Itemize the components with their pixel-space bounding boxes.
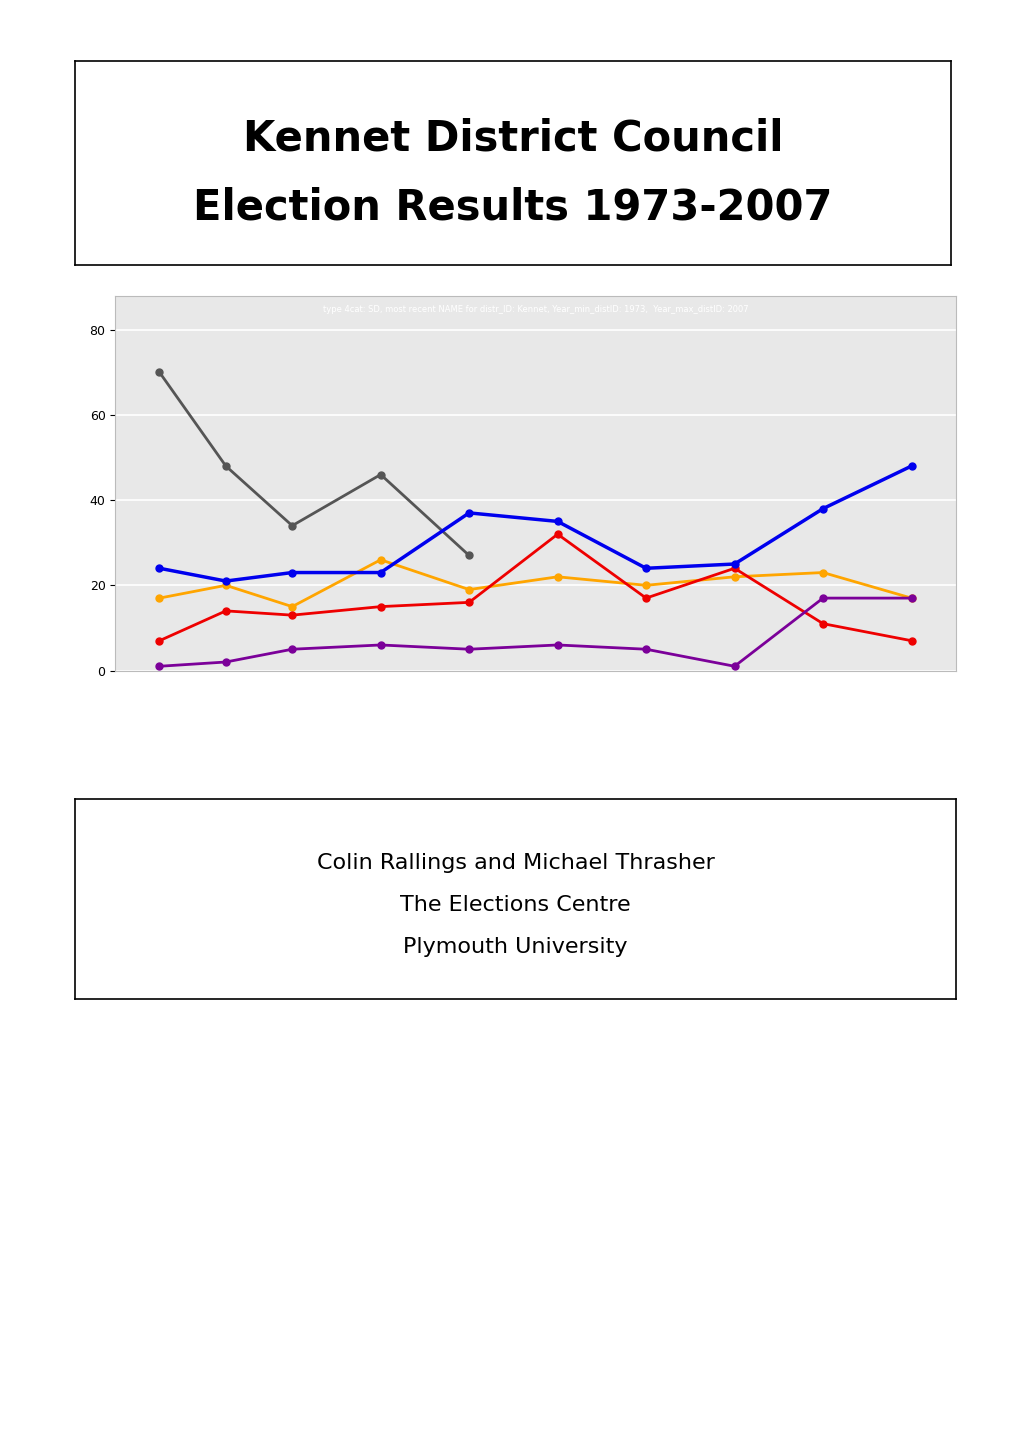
Text: The Elections Centre: The Elections Centre [399, 895, 631, 916]
Text: Election Results 1973-2007: Election Results 1973-2007 [194, 187, 832, 229]
Text: Plymouth University: Plymouth University [403, 937, 628, 957]
Text: type 4cat: SD, most recent NAME for distr_ID: Kennet, Year_min_distID: 1973,  Ye: type 4cat: SD, most recent NAME for dist… [322, 304, 748, 314]
Text: Kennet District Council: Kennet District Council [243, 117, 783, 160]
Text: Colin Rallings and Michael Thrasher: Colin Rallings and Michael Thrasher [316, 854, 714, 872]
